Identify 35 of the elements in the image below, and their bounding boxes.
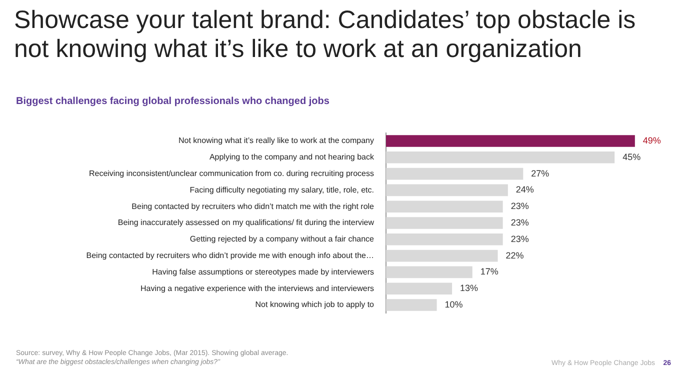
y-tick-label: Facing difficulty negotiating my salary, title, role, etc. <box>190 185 374 194</box>
y-tick-label: Being contacted by recruiters who didn’t provide me with enough info about the… <box>86 251 374 260</box>
bar <box>386 282 452 295</box>
data-label: 23% <box>510 201 529 212</box>
text: Biggest challenges facing global professionals who changed jobs <box>16 96 330 107</box>
y-tick-label: Being contacted by recruiters who didn’t match me with the right role <box>132 202 375 211</box>
data-label: 23% <box>510 234 529 244</box>
chart-title: Showcase your talent brand: Candidates’ top obstacle is not knowing what it’s like to work at an organization <box>14 6 637 64</box>
bar <box>386 200 503 213</box>
data-label: 49% <box>642 135 661 146</box>
bar <box>386 233 503 246</box>
y-tick-label: Being inaccurately assessed on my qualifications/ fit during the interview <box>118 218 374 228</box>
bar <box>386 135 635 147</box>
bar <box>386 266 472 278</box>
y-tick-label: Not knowing what it’s really like to work at the company <box>178 136 374 146</box>
y-tick-label: Receiving inconsistent/unclear communication from co. during recruiting process <box>88 169 374 178</box>
bar <box>386 250 498 262</box>
y-tick-label: Applying to the company and not hearing back <box>209 152 375 162</box>
data-label: 22% <box>506 250 524 260</box>
data-label: 24% <box>516 184 534 195</box>
bar <box>386 299 437 311</box>
y-tick-label: Not knowing which job to apply to <box>255 300 375 310</box>
y-tick-label: Having false assumptions or stereotypes made by interviewers <box>152 267 374 276</box>
data-label: 17% <box>480 266 498 277</box>
bar <box>386 217 503 229</box>
bar <box>386 151 615 164</box>
data-label: 45% <box>622 152 641 162</box>
data-label: 13% <box>460 283 478 294</box>
bar <box>386 184 508 196</box>
y-tick-label: Having a negative experience with the interviews and interviewers <box>140 284 374 293</box>
y-tick-label: Getting rejected by a company without a fair chance <box>190 234 375 244</box>
data-label: 27% <box>531 168 550 178</box>
bar <box>386 168 524 180</box>
data-label: 23% <box>510 217 529 228</box>
data-label: 10% <box>444 299 463 310</box>
